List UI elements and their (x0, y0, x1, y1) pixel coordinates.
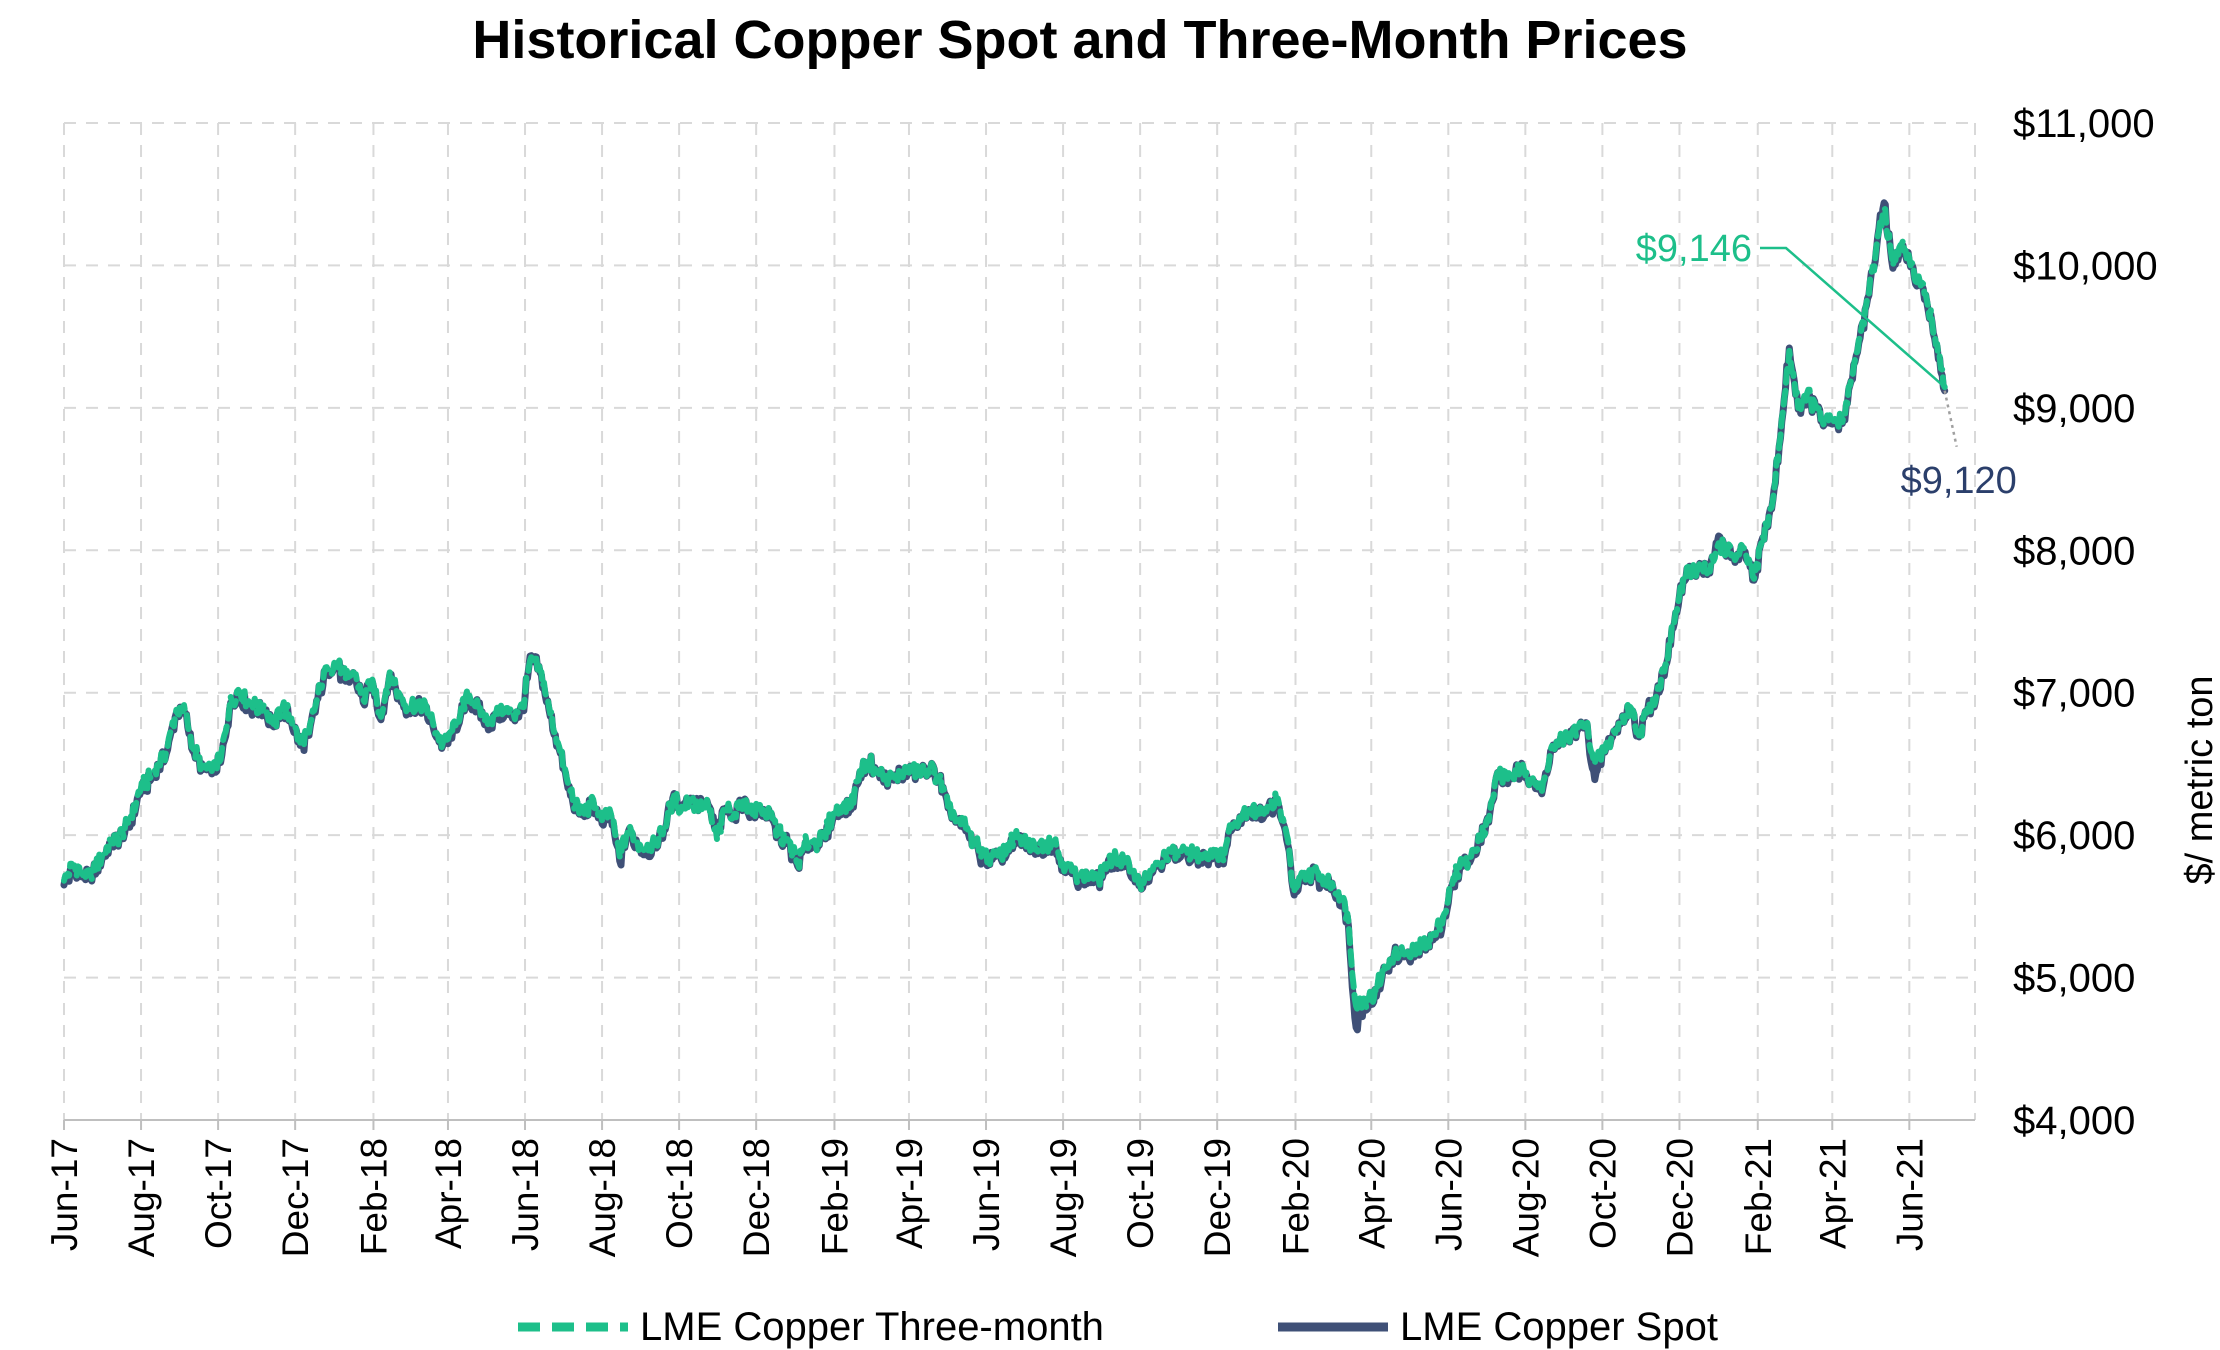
x-tick-label: Oct-17 (198, 1138, 239, 1249)
y-tick-label: $10,000 (2013, 244, 2158, 288)
y-tick-label: $7,000 (2013, 672, 2135, 716)
series-line-three-month (61, 205, 1948, 1013)
x-tick-label: Apr-21 (1812, 1138, 1853, 1249)
y-axis-label: $/ metric ton (2179, 675, 2220, 884)
x-tick-label: Oct-18 (659, 1138, 700, 1249)
series-lines (60, 199, 1949, 1034)
y-tick-label: $9,000 (2013, 387, 2135, 431)
x-tick-label: Feb-19 (814, 1138, 855, 1255)
x-tick-label: Aug-20 (1505, 1138, 1546, 1257)
x-tick-label: Apr-20 (1351, 1138, 1392, 1249)
y-tick-label: $11,000 (2013, 102, 2155, 146)
x-tick-label: Aug-17 (121, 1138, 162, 1257)
legend: LME Copper Three-month LME Copper Spot (518, 1305, 1718, 1349)
annotation-label-spot: $9,120 (1901, 460, 2017, 502)
x-tick-label: Dec-20 (1659, 1138, 1700, 1257)
legend-label: LME Copper Three-month (640, 1305, 1104, 1349)
x-tick-label: Feb-21 (1738, 1138, 1779, 1255)
annotation-label-three-month: $9,146 (1636, 228, 1752, 270)
y-tick-label: $4,000 (2013, 1099, 2135, 1143)
gridlines (63, 122, 1976, 1121)
annotation-leader-line (1760, 246, 1946, 389)
x-tick-label: Dec-17 (275, 1138, 316, 1257)
x-tick-label: Jun-20 (1428, 1138, 1469, 1251)
x-tick-label: Apr-18 (428, 1138, 469, 1249)
y-tick-label: $5,000 (2013, 957, 2135, 1001)
legend-item-three-month: LME Copper Three-month (518, 1305, 1104, 1349)
x-tick-label: Aug-19 (1043, 1138, 1084, 1257)
x-tick-label: Aug-18 (582, 1138, 623, 1257)
x-tick-label: Jun-19 (966, 1138, 1007, 1251)
x-tick-label: Apr-19 (889, 1138, 930, 1249)
annotations: $9,146 $9,120 (1636, 228, 2017, 502)
annotation-leader-line (1943, 390, 1958, 448)
series-line-spot (60, 199, 1949, 1034)
x-tick-label: Feb-20 (1275, 1138, 1316, 1255)
legend-item-spot: LME Copper Spot (1278, 1305, 1718, 1349)
x-axis-ticks: Jun-17 Aug-17 Oct-17 Dec-17 Feb-18 Apr-18 Jun-… (44, 1120, 1930, 1257)
x-tick-label: Oct-19 (1120, 1138, 1161, 1249)
x-tick-label: Oct-20 (1582, 1138, 1623, 1249)
x-tick-label: Dec-18 (736, 1138, 777, 1257)
x-tick-label: Jun-17 (44, 1138, 85, 1251)
legend-label: LME Copper Spot (1400, 1305, 1718, 1349)
y-tick-label: $6,000 (2013, 814, 2135, 858)
y-axis-ticks: $4,000 $5,000 $6,000 $7,000 $8,000 $9,000 $10,… (2013, 102, 2158, 1143)
chart-title: Historical Copper Spot and Three-Month P… (472, 10, 1687, 70)
x-tick-label: Jun-21 (1889, 1138, 1930, 1251)
x-tick-label: Feb-18 (353, 1138, 394, 1255)
x-tick-label: Dec-19 (1197, 1138, 1238, 1257)
y-tick-label: $8,000 (2013, 529, 2135, 573)
x-tick-label: Jun-18 (505, 1138, 546, 1251)
